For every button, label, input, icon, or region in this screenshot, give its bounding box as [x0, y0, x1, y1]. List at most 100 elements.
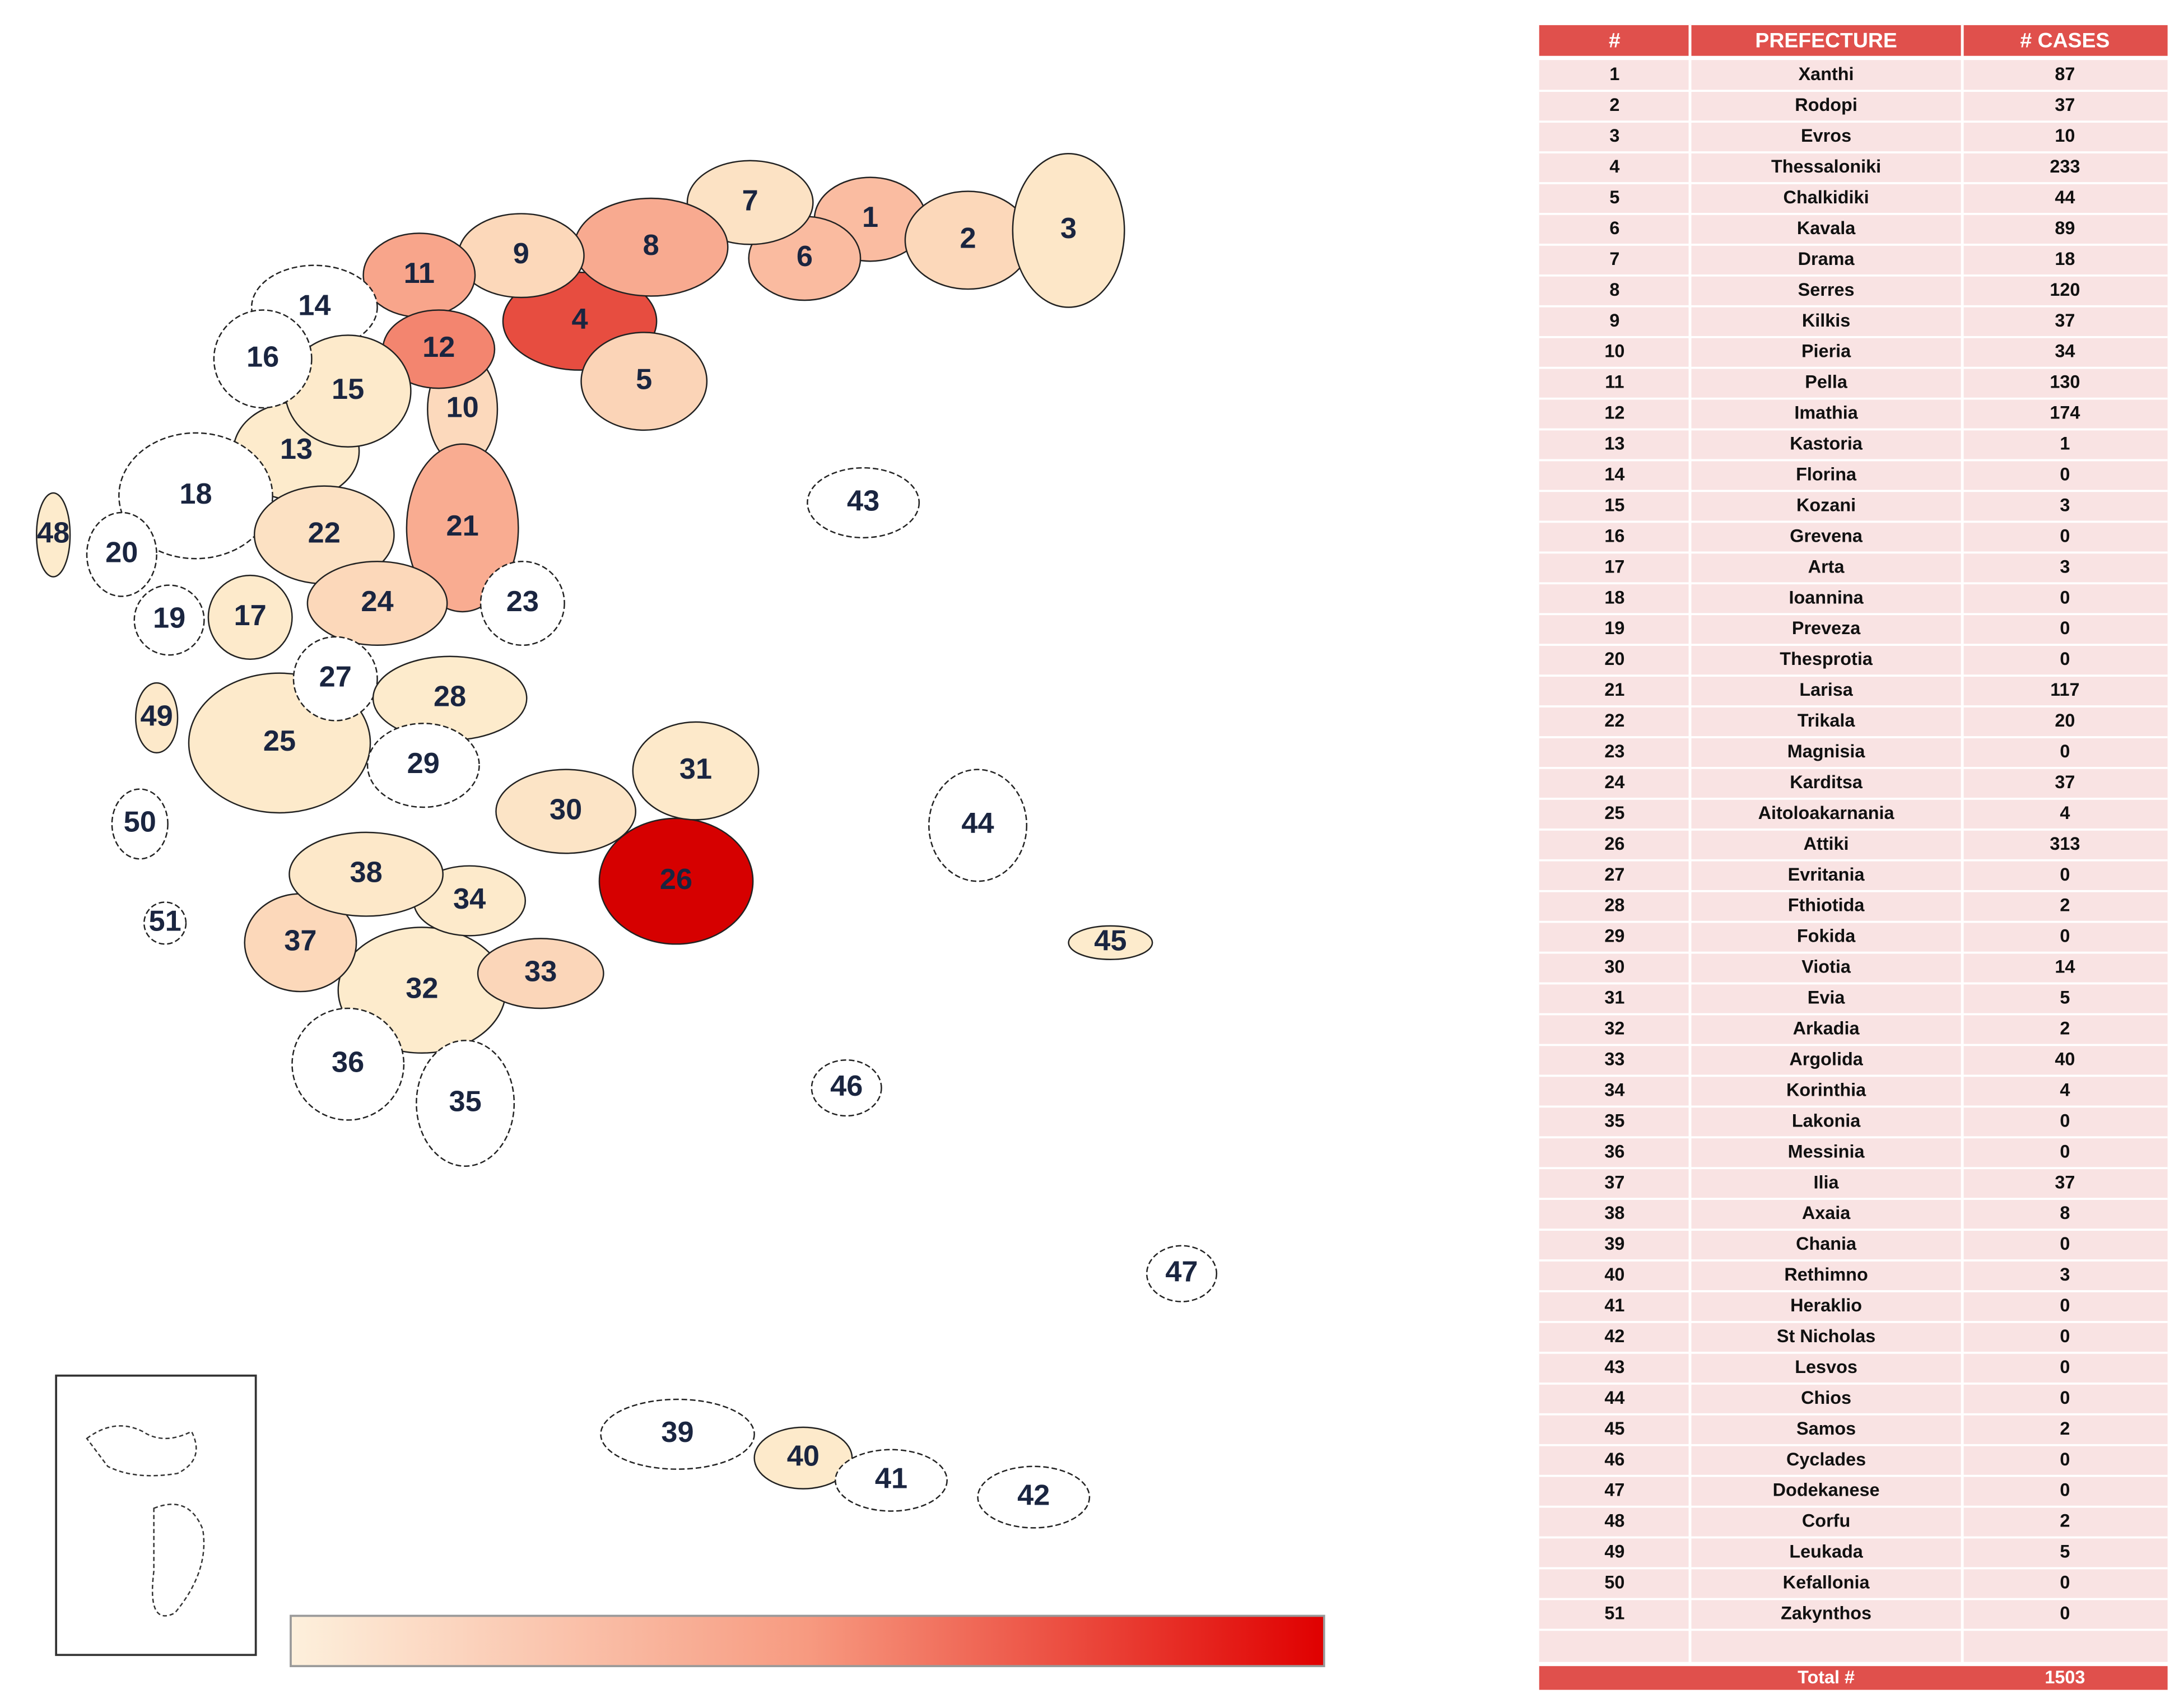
prefecture-region: [213, 309, 313, 409]
table-cell: Larisa: [1799, 680, 1853, 700]
prefecture-region: [111, 788, 169, 860]
table-cell: Dodekanese: [1773, 1480, 1880, 1500]
region-label: 4: [571, 303, 588, 336]
table-cell: 0: [2060, 1357, 2070, 1377]
region-label: 23: [506, 585, 539, 618]
table-cell: 2: [1609, 95, 1619, 115]
table-cell: Evros: [1801, 125, 1851, 146]
color-legend: [290, 1614, 1325, 1668]
region-label: 36: [332, 1046, 364, 1079]
prefecture-region: [118, 432, 273, 560]
region-label: 43: [847, 485, 879, 517]
table-cell: 0: [2060, 1449, 2070, 1469]
map: 12 34567891011121314151617181920212223242…: [35, 152, 1218, 1529]
prefecture-region: [35, 492, 71, 578]
region-label: 37: [284, 925, 316, 957]
region-label: 49: [141, 700, 173, 732]
prefecture-region: [811, 1059, 882, 1117]
table-cell: Lakonia: [1792, 1110, 1861, 1130]
region-label: 47: [1165, 1255, 1198, 1288]
table-cell: 42: [1604, 1326, 1624, 1346]
region-label: 42: [1017, 1479, 1050, 1511]
table-cell: Zakynthos: [1781, 1603, 1871, 1623]
prefecture-region: [366, 723, 480, 808]
prefecture-region: [406, 443, 519, 613]
table-cell: 4: [2060, 1079, 2070, 1100]
header-cell: # CASES: [2020, 29, 2110, 52]
table-cell: 27: [1604, 864, 1624, 885]
table-cell: 14: [2055, 957, 2075, 977]
table-cell: 3: [2060, 495, 2070, 515]
table-cell: Serres: [1798, 280, 1855, 300]
table-cell: Arkadia: [1793, 1018, 1860, 1039]
table-cell: Kavala: [1797, 218, 1856, 238]
table-cell: 20: [1604, 649, 1624, 669]
table-cell: 0: [2060, 864, 2070, 885]
table-cell: 32: [1604, 1018, 1624, 1039]
region-label: 34: [453, 883, 486, 915]
prefecture-region: [835, 1449, 948, 1512]
region-label: 19: [153, 602, 185, 635]
table-cell: Karditsa: [1790, 772, 1863, 792]
table-cell: 38: [1604, 1203, 1624, 1223]
prefecture-region: [479, 560, 565, 646]
table-cell: 3: [1609, 125, 1619, 146]
table-cell: 117: [2050, 680, 2079, 700]
region-label: 27: [319, 660, 352, 693]
table-cell: 2: [2060, 1018, 2070, 1039]
table-cell: Attiki: [1804, 834, 1849, 854]
region-label: 51: [148, 905, 181, 938]
region-label: 48: [37, 517, 69, 550]
region-label: 9: [513, 238, 529, 270]
table-cell: Corfu: [1802, 1511, 1850, 1531]
table-cell: 51: [1604, 1603, 1624, 1623]
table-cell: Florina: [1796, 464, 1857, 485]
table-cell: Evia: [1808, 988, 1846, 1008]
table-cell: 0: [2060, 1234, 2070, 1254]
table-cell: Fokida: [1797, 926, 1856, 946]
table-cell: 34: [2055, 341, 2075, 361]
region-label: 8: [643, 229, 659, 262]
prefecture-region: [292, 636, 378, 722]
prefecture-region: [416, 1040, 515, 1167]
region-label: 13: [280, 433, 313, 466]
table-cell: Samos: [1796, 1418, 1856, 1439]
table-cell: 0: [2060, 1603, 2070, 1623]
region-label: 29: [407, 747, 440, 780]
table-cell: Thessaloniki: [1771, 156, 1881, 176]
table-cell: 2: [2060, 1418, 2070, 1439]
table-cell: 40: [2055, 1049, 2075, 1069]
region-label: 10: [446, 391, 479, 423]
table-cell: 15: [1604, 495, 1624, 515]
table-cell: 24: [1604, 772, 1624, 792]
table-cell: 26: [1604, 834, 1624, 854]
table-cell: 49: [1604, 1542, 1624, 1562]
table-cell: 18: [1604, 587, 1624, 607]
table-cell: Arta: [1808, 556, 1845, 576]
table-cell: 0: [2060, 1388, 2070, 1408]
region-label: 12: [422, 331, 455, 364]
table-cell: Kefallonia: [1783, 1572, 1870, 1593]
region-label: 26: [660, 863, 692, 896]
table-cell: 4: [1609, 156, 1619, 176]
region-label: 2: [960, 222, 976, 255]
table-cell: 87: [2055, 64, 2075, 84]
table-cell: 50: [1604, 1572, 1624, 1593]
header-row: [1539, 25, 2168, 56]
table-cell: 37: [2055, 1172, 2075, 1192]
header-cell: PREFECTURE: [1755, 29, 1897, 52]
table-cell: 41: [1604, 1295, 1624, 1315]
table-cell: 0: [2060, 1110, 2070, 1130]
table-cell: 313: [2050, 834, 2080, 854]
table-cell: 39: [1604, 1234, 1624, 1254]
table-cell: Rodopi: [1795, 95, 1857, 115]
region-label: 5: [636, 363, 652, 395]
table-cell: 4: [2060, 803, 2070, 823]
prefecture-region: [598, 817, 754, 945]
region-label: 30: [550, 793, 582, 826]
prefecture-region: [807, 467, 920, 539]
table-cell: Kozani: [1796, 495, 1856, 515]
table-cell: Viotia: [1801, 957, 1851, 977]
